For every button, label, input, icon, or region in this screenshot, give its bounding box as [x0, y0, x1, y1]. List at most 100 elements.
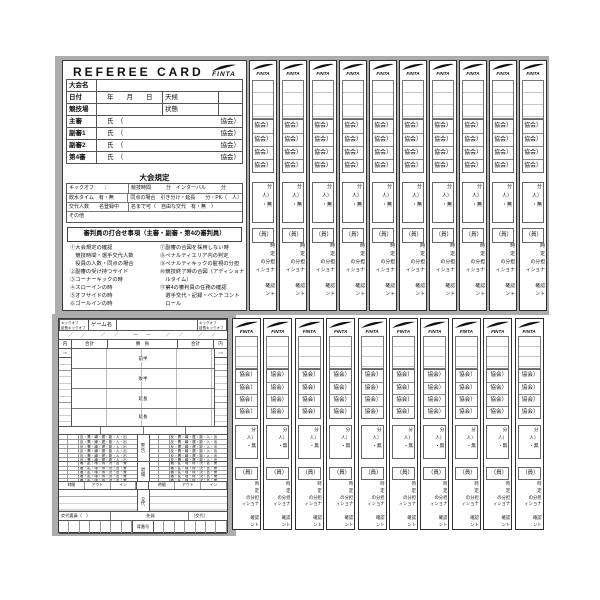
caution-codes: 反・異・繰・遅・距・入・出	[80, 453, 127, 457]
bottom-pad-sheet-edges: FINTA 協会） 協会） 協会） 協会） 分人） ・無 （員） 時定の分担 ィショナ 確認…	[0, 318, 600, 530]
entry-cell	[68, 467, 79, 470]
briefing-item: ⑧ペナルティエリア内の判定	[160, 253, 229, 259]
association-cell: 協会）	[493, 123, 512, 129]
association-cell: 協会）	[487, 382, 509, 394]
sendoff-codes: 著・乱・唾・得・決・言・警	[80, 467, 127, 470]
finta-logo-text: FINTA	[212, 71, 236, 78]
association-cell: 協会）	[343, 146, 363, 159]
association-cell: 協会）	[330, 394, 352, 406]
row-value: 氏 （	[107, 118, 124, 125]
association-cell: 協会）	[302, 372, 319, 378]
entry-cell	[68, 435, 79, 440]
finta-logo-text: FINTA	[239, 329, 254, 334]
regulation-cell: ・無	[466, 443, 476, 448]
briefing-fragment: ント	[385, 292, 395, 297]
regulation-cell: ・無	[340, 443, 351, 448]
briefing-item: ⑥ゴールインの時	[70, 301, 113, 307]
association-cell: 協会）	[236, 406, 257, 418]
association-cells: 協会） 協会） 協会） 協会）	[266, 369, 290, 419]
association-cell: 協会）	[424, 394, 446, 406]
entry-cell	[68, 462, 79, 467]
sendoff-codes: 著・乱・唾・得・決・言・警	[170, 462, 218, 466]
briefing-fragment: の分担	[340, 494, 354, 500]
caution-codes: 反・異・繰・遅・距・入・出	[170, 457, 218, 462]
entry-cell	[59, 435, 68, 440]
entry-cell	[59, 474, 68, 478]
briefing-fragments: 時定の分担 ィショナ 確認 ント	[491, 243, 515, 307]
kickoff-time-box: キックオフ 延長キックオフ	[59, 319, 89, 331]
kickoff-label: キックオフ	[61, 321, 79, 325]
caution-codes: 反・異・繰・遅・距・入・出	[170, 453, 218, 457]
association-cells: 協会） 協会） 協会） 協会）	[486, 369, 510, 419]
association-cells: 協会） 協会） 協会） 協会）	[360, 369, 384, 419]
member-cell: （員）	[492, 228, 514, 243]
association-cell: 協会）	[396, 372, 413, 378]
entry-cell	[59, 457, 68, 462]
period-label: 後半	[137, 375, 149, 382]
sheet-edge-strip: FINTA 協会） 協会） 協会） 協会） 分人） ・無 （員） 時定の分担 ィショナ 確認…	[514, 318, 544, 530]
briefing-fragment	[371, 275, 395, 283]
briefing-item: ⑨ペナルティキックの監視の分担	[160, 261, 240, 267]
briefing-fragment: ィショナ	[315, 268, 335, 273]
association-cell: 協会）	[427, 372, 445, 378]
regulation-cell: ・無	[441, 202, 452, 208]
regulation-cell: 分	[296, 184, 302, 190]
briefing-fragment	[461, 275, 485, 283]
briefing-fragments: 時定の分担 ィショナ 確認 ント	[360, 481, 384, 535]
sendoff-code-row: 著・乱・唾・得・決・言・警	[149, 469, 227, 474]
regulation-cell: ・無	[529, 443, 539, 448]
association-cells: 協会） 協会） 協会） 協会）	[372, 119, 394, 173]
entry-cell	[150, 467, 159, 470]
sendoff-code-row: 著・乱・唾・得・決・言・警	[149, 466, 227, 470]
regulation-cells: 分人） ・無	[432, 182, 454, 223]
association-cells: 協会） 協会） 協会） 協会）	[492, 119, 514, 173]
regulation-cell: 人）	[291, 193, 302, 199]
briefing-fragment: ント	[470, 521, 479, 527]
regulation-cell: ・無	[497, 443, 508, 448]
info-box-edge	[517, 336, 541, 369]
regulation-cells: 分人） ・無	[342, 182, 364, 223]
briefing-fragment: 時	[420, 244, 425, 249]
row-extra-label: 天候	[162, 92, 218, 103]
briefing-fragment	[251, 299, 275, 307]
info-box-edge	[235, 336, 258, 369]
bench-right-label: （交代）	[191, 513, 208, 519]
briefing-fragment: 時	[411, 481, 416, 486]
association-cell: 協会）	[267, 394, 289, 406]
briefing-fragment: ィショナ	[336, 501, 354, 507]
briefing-fragment: 確認	[438, 514, 448, 520]
reg-cell: その他	[69, 213, 85, 219]
briefing-fragment: ント	[313, 521, 322, 527]
finta-swoosh-icon	[235, 321, 258, 329]
finta-swoosh-icon	[492, 63, 514, 70]
briefing-fragment	[297, 529, 322, 536]
entry-cell	[59, 467, 68, 470]
briefing-fragments: 時定の分担 ィショナ 確認 ント	[461, 243, 485, 307]
association-cell: 協会）	[393, 382, 414, 394]
substitution-rows: 交代	[59, 490, 227, 513]
briefing-fragment: ント	[535, 292, 545, 297]
briefing-fragment: ィショナ	[304, 501, 322, 507]
association-cell: 協会）	[403, 133, 423, 146]
briefing-fragment: ィショナ	[435, 268, 455, 273]
association-cell: 協会）	[523, 133, 543, 146]
number-cell	[164, 521, 175, 534]
row-label: 副審1	[67, 128, 97, 139]
member-cell: （員）	[517, 467, 541, 480]
briefing-item: ルタイム）	[160, 277, 192, 283]
briefing-fragment: の分担	[403, 494, 416, 500]
sendoff-code-row: 著・乱・唾・得・決・言・警	[59, 462, 137, 467]
briefing-fragment: ィショナ	[495, 268, 515, 273]
briefing-fragment	[422, 529, 447, 536]
finta-logo: FINTA	[206, 64, 242, 78]
briefing-fragments: 時定の分担 ィショナ 確認 ント	[485, 481, 510, 535]
entry-cell	[68, 449, 79, 453]
association-cell: 協会）	[373, 133, 393, 146]
finta-logo: FINTA	[266, 321, 290, 334]
member-cell: （員）	[266, 467, 290, 480]
finta-logo: FINTA	[360, 321, 384, 334]
referee-card-back: キックオフ 延長キックオフ ゲーム名 キックオフ 延長キックオフ ／ ／ ／ ／…	[58, 318, 228, 535]
regulation-cell: 分	[376, 427, 382, 432]
briefing-fragment: ィショナ	[345, 268, 365, 273]
sheet-edge-strip: FINTA 協会） 協会） 協会） 協会） 分人） ・無 （員） 時定の分担 ィショナ 確認…	[389, 318, 418, 530]
